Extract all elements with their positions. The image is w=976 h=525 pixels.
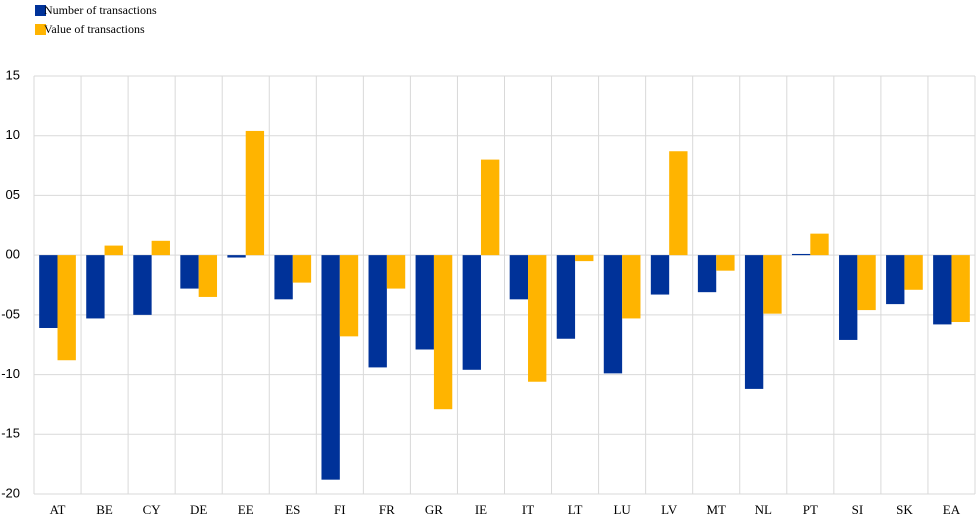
x-tick-label: FI: [334, 502, 346, 517]
bar: [951, 255, 970, 323]
x-tick-label: PT: [803, 502, 818, 517]
x-tick-label: CY: [143, 502, 162, 517]
bar: [575, 255, 594, 262]
x-tick-label: LV: [661, 502, 678, 517]
bar: [386, 255, 406, 289]
y-tick-label: 10: [6, 127, 20, 142]
bar: [839, 255, 858, 340]
bar: [151, 240, 170, 256]
x-tick-label: LU: [613, 502, 631, 517]
y-tick-label: -10: [1, 366, 20, 381]
bar: [198, 255, 218, 297]
bar: [433, 255, 453, 410]
bar: [904, 255, 923, 290]
bar: [274, 255, 293, 300]
bar: [368, 255, 387, 368]
y-tick-label: 15: [6, 67, 20, 82]
y-tick-label: -15: [1, 426, 20, 441]
x-tick-label: IE: [475, 502, 487, 517]
y-tick-label: -05: [1, 306, 20, 321]
bar: [415, 255, 434, 350]
x-tick-label: IT: [522, 502, 534, 517]
bar: [650, 255, 670, 295]
bar: [462, 255, 481, 370]
x-tick-label: SI: [852, 502, 864, 517]
bar: [292, 255, 312, 283]
y-tick-label: 05: [6, 187, 20, 202]
x-tick-label: MT: [706, 502, 726, 517]
bar: [763, 255, 782, 314]
x-tick-label: SK: [896, 502, 913, 517]
bar: [810, 233, 829, 256]
legend-label: Value of transactions: [44, 22, 145, 36]
x-tick-label: NL: [755, 502, 772, 517]
bar: [603, 255, 623, 374]
bar: [39, 255, 58, 328]
bar: [133, 255, 152, 315]
x-tick-label: BE: [96, 502, 113, 517]
x-tick-label: FR: [379, 502, 395, 517]
bar: [716, 255, 735, 271]
bar: [622, 255, 641, 319]
bar: [321, 255, 340, 480]
bar: [480, 159, 500, 256]
x-tick-label: AT: [50, 502, 66, 517]
bar: [57, 255, 76, 361]
bar: [556, 255, 576, 339]
bar: [857, 255, 876, 311]
legend-label: Number of transactions: [44, 3, 157, 17]
bar: [339, 255, 359, 337]
bar: [697, 255, 717, 293]
x-tick-label: EA: [943, 502, 961, 517]
bar: [227, 255, 246, 258]
x-tick-label: ES: [285, 502, 300, 517]
bar: [886, 255, 905, 305]
bar: [933, 255, 952, 325]
bar: [180, 255, 199, 289]
bar: [245, 130, 265, 256]
bar: [669, 151, 688, 256]
bar: [528, 255, 547, 382]
legend-swatch: [35, 24, 46, 35]
legend-swatch: [35, 5, 46, 16]
bar: [509, 255, 529, 300]
bar: [744, 255, 764, 389]
x-tick-label: LT: [568, 502, 583, 517]
y-tick-label: 00: [6, 247, 20, 262]
x-tick-label: GR: [425, 502, 443, 517]
x-tick-label: DE: [190, 502, 207, 517]
bar: [86, 255, 105, 319]
x-tick-label: EE: [238, 502, 254, 517]
bar: [104, 245, 123, 256]
bar: [791, 253, 811, 256]
y-tick-label: -20: [1, 485, 20, 500]
